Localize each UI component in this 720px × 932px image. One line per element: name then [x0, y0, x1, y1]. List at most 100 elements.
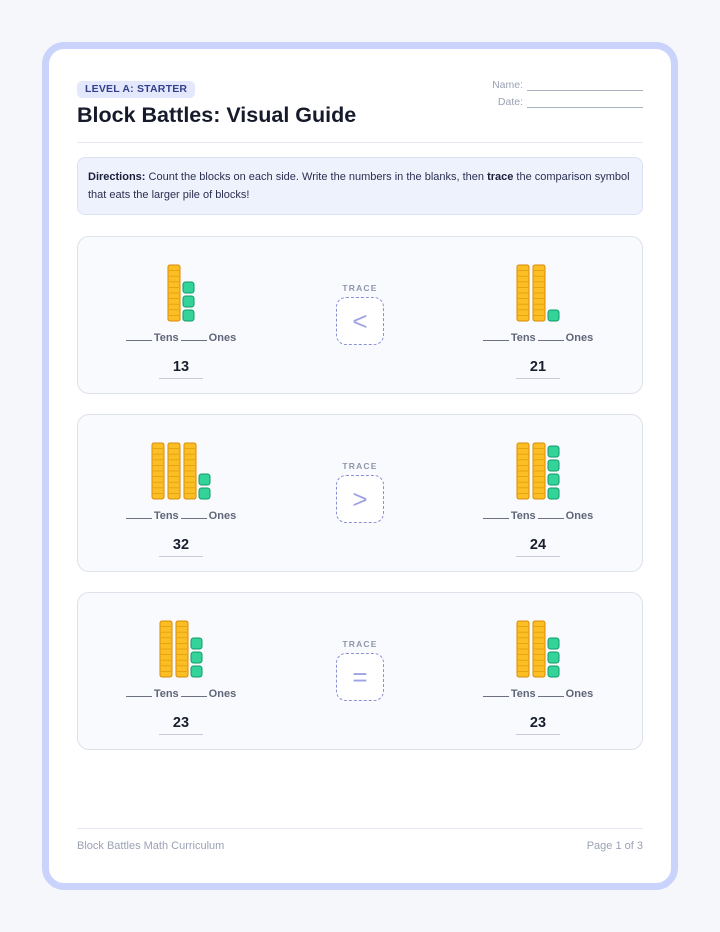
tens-blank[interactable] [125, 689, 152, 697]
problem-card-1: Tens Ones 13 TRACE < Tens Ones 21 [77, 236, 643, 394]
ones-label: Ones [208, 332, 237, 344]
trace-area: TRACE < [334, 283, 386, 345]
one-cube [547, 459, 560, 472]
tens-blank[interactable] [482, 333, 509, 341]
ones-label: Ones [208, 510, 237, 522]
ones-label: Ones [565, 688, 594, 700]
base-ten-blocks [151, 442, 211, 500]
tens-label: Tens [510, 688, 536, 700]
ten-rod [516, 442, 530, 500]
ones-blank[interactable] [537, 333, 564, 341]
directions-text-1: Count the blocks on each side. Write the… [145, 171, 488, 183]
tens-blank[interactable] [125, 333, 152, 341]
directions-lead: Directions: [88, 171, 146, 183]
one-cube [190, 637, 203, 650]
number-answer[interactable]: 23 [516, 715, 560, 735]
trace-symbol-box[interactable]: = [336, 653, 384, 701]
one-cube [547, 445, 560, 458]
one-cube [547, 665, 560, 678]
trace-label: TRACE [342, 639, 378, 649]
ten-rod [175, 620, 189, 678]
place-value-blanks: Tens Ones [458, 510, 618, 522]
right-side: Tens Ones 24 [458, 415, 618, 571]
one-cube [547, 651, 560, 664]
left-side: Tens Ones 23 [101, 593, 261, 749]
header-divider [77, 142, 643, 143]
base-ten-blocks [516, 264, 560, 322]
page-number: Page 1 of 3 [586, 840, 643, 852]
tens-label: Tens [510, 510, 536, 522]
ten-rod [167, 442, 181, 500]
name-field[interactable]: Name: [492, 79, 643, 91]
ten-rod [532, 442, 546, 500]
directions-box: Directions: Count the blocks on each sid… [77, 157, 643, 215]
number-answer[interactable]: 24 [516, 537, 560, 557]
place-value-blanks: Tens Ones [101, 688, 261, 700]
trace-area: TRACE > [334, 461, 386, 523]
ten-rod [516, 264, 530, 322]
ten-rod [183, 442, 197, 500]
date-label: Date: [497, 96, 523, 108]
tens-blank[interactable] [125, 511, 152, 519]
ones-blank[interactable] [180, 333, 207, 341]
right-side: Tens Ones 23 [458, 593, 618, 749]
base-ten-blocks [516, 620, 560, 678]
trace-symbol-box[interactable]: > [336, 475, 384, 523]
tens-label: Tens [510, 332, 536, 344]
one-cube [182, 309, 195, 322]
trace-area: TRACE = [334, 639, 386, 701]
tens-label: Tens [153, 332, 179, 344]
trace-symbol-box[interactable]: < [336, 297, 384, 345]
ones-label: Ones [208, 688, 237, 700]
date-field[interactable]: Date: [498, 96, 643, 108]
footer-divider [77, 828, 643, 829]
ones-blank[interactable] [537, 689, 564, 697]
directions-emphasis: trace [487, 171, 514, 183]
base-ten-blocks [167, 264, 195, 322]
tens-blank[interactable] [482, 511, 509, 519]
ten-rod [532, 620, 546, 678]
base-ten-blocks [159, 620, 203, 678]
tens-label: Tens [153, 510, 179, 522]
page-title: Block Battles: Visual Guide [77, 103, 357, 127]
ten-rod [167, 264, 181, 322]
right-side: Tens Ones 21 [458, 237, 618, 393]
name-blank[interactable] [527, 81, 643, 91]
number-answer[interactable]: 32 [159, 537, 203, 557]
one-cube [190, 651, 203, 664]
place-value-blanks: Tens Ones [458, 332, 618, 344]
base-ten-blocks [516, 442, 560, 500]
place-value-blanks: Tens Ones [101, 510, 261, 522]
tens-label: Tens [153, 688, 179, 700]
ones-blank[interactable] [180, 511, 207, 519]
place-value-blanks: Tens Ones [101, 332, 261, 344]
level-badge: LEVEL A: STARTER [77, 81, 196, 98]
place-value-blanks: Tens Ones [458, 688, 618, 700]
trace-label: TRACE [342, 283, 378, 293]
ten-rod [159, 620, 173, 678]
ten-rod [151, 442, 165, 500]
one-cube [182, 281, 195, 294]
left-side: Tens Ones 13 [101, 237, 261, 393]
ones-blank[interactable] [537, 511, 564, 519]
worksheet-page: LEVEL A: STARTER Block Battles: Visual G… [42, 42, 678, 890]
left-side: Tens Ones 32 [101, 415, 261, 571]
directions-text-2: the comparison symbol that eats the larg… [88, 171, 630, 201]
footer-curriculum: Block Battles Math Curriculum [77, 840, 225, 852]
ones-blank[interactable] [180, 689, 207, 697]
one-cube [182, 295, 195, 308]
one-cube [547, 487, 560, 500]
number-answer[interactable]: 23 [159, 715, 203, 735]
number-answer[interactable]: 13 [159, 359, 203, 379]
one-cube [547, 473, 560, 486]
one-cube [547, 309, 560, 322]
one-cube [198, 487, 211, 500]
date-blank[interactable] [527, 98, 643, 108]
name-label: Name: [492, 79, 523, 91]
one-cube [190, 665, 203, 678]
tens-blank[interactable] [482, 689, 509, 697]
problem-card-2: Tens Ones 32 TRACE > Tens Ones 24 [77, 414, 643, 572]
one-cube [547, 637, 560, 650]
ones-label: Ones [565, 332, 594, 344]
number-answer[interactable]: 21 [516, 359, 560, 379]
